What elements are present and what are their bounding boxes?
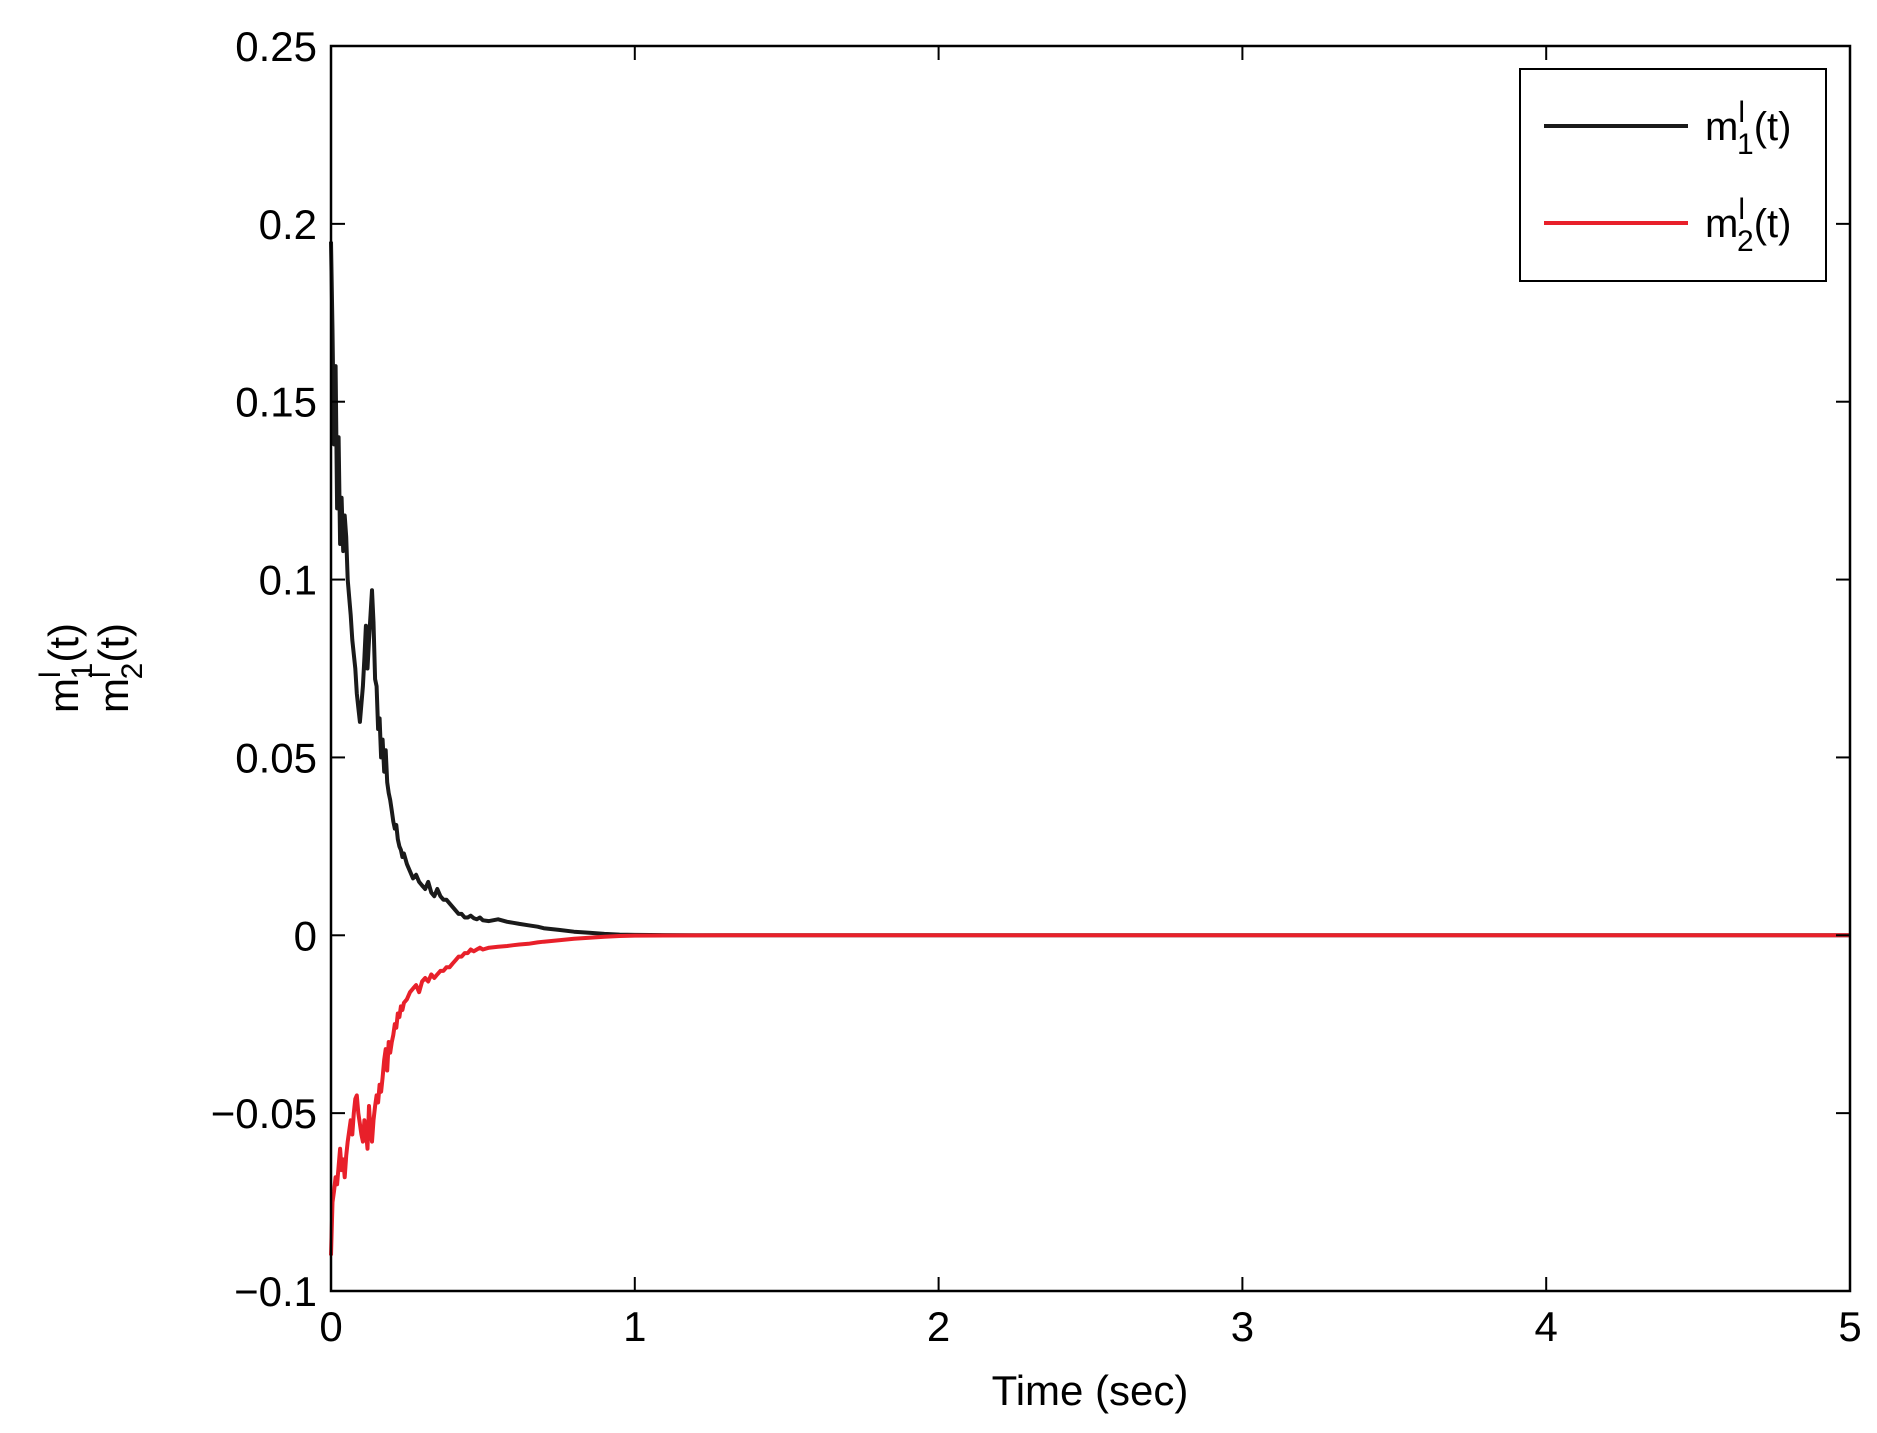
y-axis-title-line-1: ml1(t): [34, 623, 99, 713]
y-tick-label: 0.05: [235, 734, 317, 781]
y-tick-label: −0.05: [211, 1090, 317, 1137]
label-base: m: [40, 678, 87, 713]
x-tick-label: 5: [1838, 1303, 1861, 1350]
x-tick-label: 2: [927, 1303, 950, 1350]
plot-frame: [329, 44, 1852, 1293]
label-superscript: l: [84, 671, 117, 678]
x-tick-label: 3: [1231, 1303, 1254, 1350]
label-tail: (t): [1754, 105, 1792, 149]
label-base: m: [1705, 202, 1738, 246]
y-axis-title: ml1(t)ml2(t): [34, 623, 149, 713]
label-subscript: 2: [1737, 225, 1754, 258]
ticks-layer: 0 1 2 3 4 5 −0.1 −0.05 0 0.05 0.1 0.15 0.2 0.25: [211, 23, 1862, 1350]
x-axis-title: Time (sec): [992, 1367, 1189, 1414]
label-tail: (t): [1754, 202, 1792, 246]
y-tick-label: 0: [294, 912, 317, 959]
label-subscript: 1: [66, 663, 99, 680]
x-tick-label: 4: [1535, 1303, 1558, 1350]
series-line-2: [329, 933, 1850, 1256]
x-tick-label: 1: [623, 1303, 646, 1350]
label-base: m: [90, 678, 137, 713]
legend-box: [1519, 68, 1827, 282]
y-axis-title-text-1: ml1(t): [34, 623, 99, 713]
y-tick-label: 0.25: [235, 23, 317, 70]
label-tail: (t): [40, 623, 87, 663]
y-tick-label: −0.1: [234, 1268, 317, 1315]
series-layer: [329, 241, 1850, 1256]
legend-label-1: ml 1(t): [1705, 96, 1791, 161]
y-tick-label: 0.15: [235, 379, 317, 426]
label-base: m: [1705, 105, 1738, 149]
y-tick-label: 0.2: [259, 201, 317, 248]
label-superscript: l: [1738, 193, 1745, 226]
x-tick-label: 0: [319, 1303, 342, 1350]
series-line-1: [329, 241, 1850, 938]
label-subscript: 1: [1737, 128, 1754, 161]
label-superscript: l: [1738, 96, 1745, 129]
label-tail: (t): [90, 623, 137, 663]
label-superscript: l: [34, 671, 67, 678]
y-axis-title-text-2: ml2(t): [84, 623, 149, 713]
legend: ml 1(t)ml 2(t): [1519, 68, 1827, 282]
legend-label-2: ml 2(t): [1705, 193, 1791, 258]
y-axis-title-line-2: ml2(t): [84, 623, 149, 713]
y-tick-label: 0.1: [259, 557, 317, 604]
label-subscript: 2: [116, 663, 149, 680]
